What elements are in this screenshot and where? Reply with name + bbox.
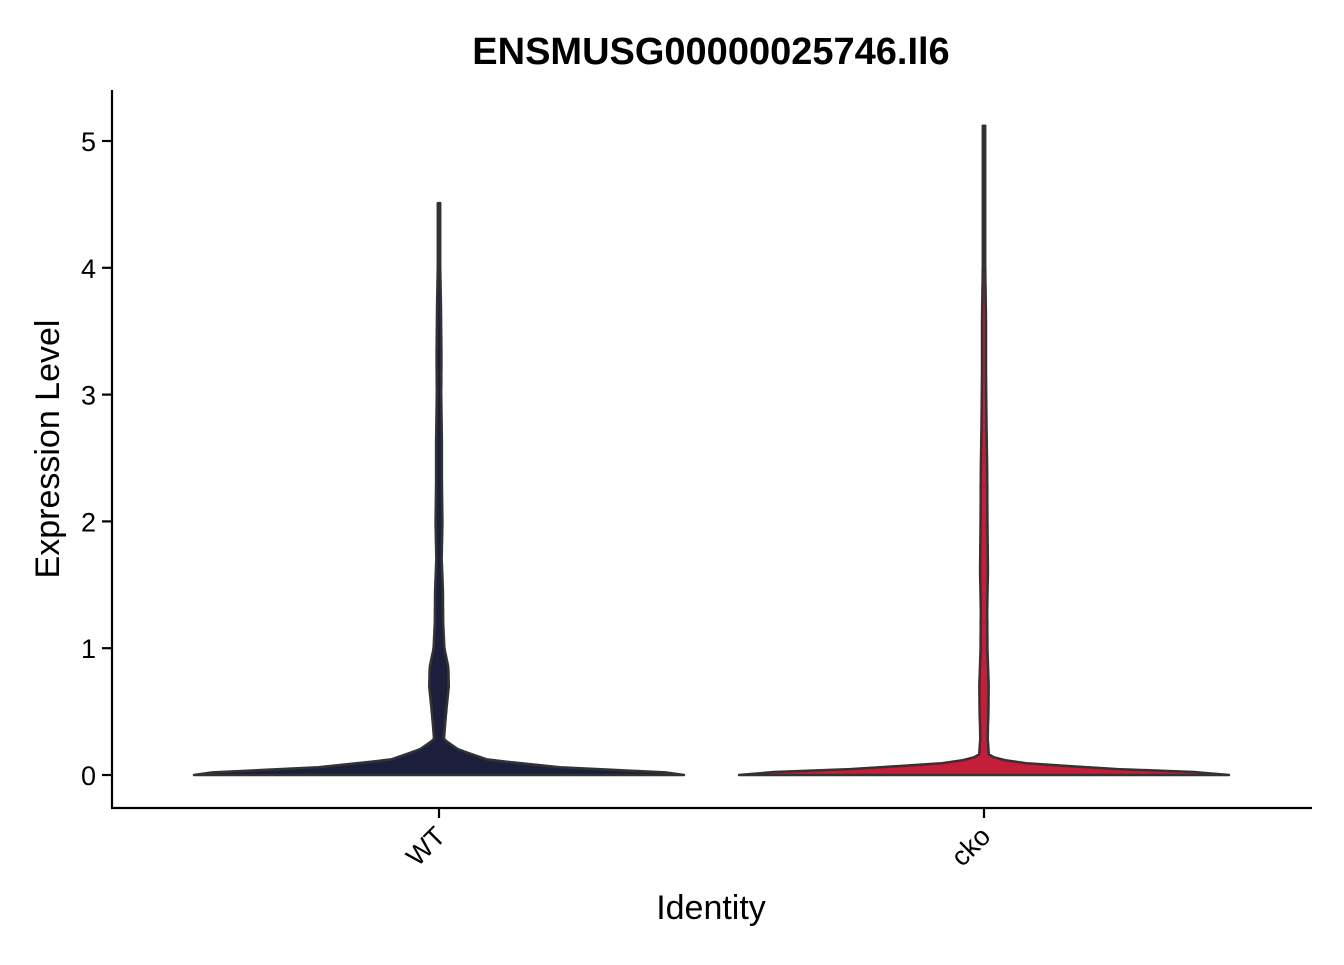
y-tick-label: 5 (81, 127, 96, 157)
violin-wt (192, 201, 686, 777)
x-axis-title: Identity (656, 889, 766, 927)
y-axis-title: Expression Level (29, 320, 67, 579)
violin-cko (737, 124, 1231, 777)
y-tick-label: 4 (81, 254, 96, 284)
x-ticks-group: WT cko (400, 808, 996, 872)
y-tick-label: 1 (81, 634, 96, 664)
y-ticks-group: 0 1 2 3 4 5 (81, 127, 112, 791)
y-tick-label: 0 (81, 761, 96, 791)
x-tick-label: cko (945, 821, 996, 872)
x-tick-label: WT (400, 821, 451, 872)
y-tick-label: 3 (81, 381, 96, 411)
y-tick-label: 2 (81, 507, 96, 537)
violins-group (192, 124, 1231, 777)
chart-title: ENSMUSG00000025746.Il6 (472, 31, 949, 73)
